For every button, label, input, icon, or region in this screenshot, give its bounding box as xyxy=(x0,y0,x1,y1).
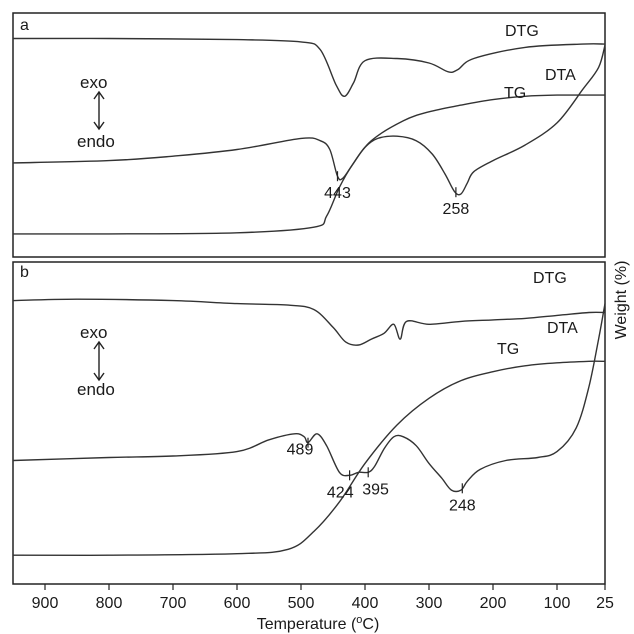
x-axis-title: Temperature (oC) xyxy=(257,614,380,633)
panel-a: a DTG TG DTA exo endo 443 258 xyxy=(12,12,606,258)
panel-a-frame xyxy=(12,12,606,258)
panel-a-curve-dtg xyxy=(12,37,606,97)
x-axis-title-sup: o xyxy=(356,614,362,626)
panel-b-series-label-dtg: DTG xyxy=(533,270,567,287)
panel-a-endo-label: endo xyxy=(77,132,115,151)
x-tick-label-700: 700 xyxy=(160,595,187,612)
x-tick-label-200: 200 xyxy=(480,595,507,612)
panel-b-frame xyxy=(12,261,606,585)
panel-b-peak-label-395: 395 xyxy=(362,481,389,498)
panel-b-curve-tg xyxy=(12,360,606,556)
panel-a-peak-label-443: 443 xyxy=(324,185,351,202)
x-tick-label-400: 400 xyxy=(352,595,379,612)
panel-b: b DTG TG DTA exo endo 489 424 395 248 xyxy=(12,261,606,585)
x-tick-label-25: 25 xyxy=(596,595,614,612)
panel-a-exo-label: exo xyxy=(80,73,107,92)
x-axis-title-main: Temperature ( xyxy=(257,616,357,633)
panel-a-exo-endo-arrow-icon xyxy=(93,90,105,131)
panel-b-peak-label-248: 248 xyxy=(449,497,476,514)
panel-a-peak-label-258: 258 xyxy=(443,201,470,218)
panel-b-series-label-dta: DTA xyxy=(547,320,578,337)
panel-a-curve-tg xyxy=(12,94,606,235)
panel-b-peak-marks: 489 424 395 248 xyxy=(287,437,476,514)
x-tick-label-100: 100 xyxy=(544,595,571,612)
panel-a-label: a xyxy=(20,17,29,34)
x-tick-label-800: 800 xyxy=(96,595,123,612)
panel-b-exo-endo-arrow-icon xyxy=(93,340,105,382)
panel-a-peak-marks: 443 258 xyxy=(324,171,469,218)
panel-b-curve-dtg xyxy=(12,298,606,346)
panel-b-peak-label-489: 489 xyxy=(287,442,314,459)
x-tick-label-300: 300 xyxy=(416,595,443,612)
panel-b-curve-dta xyxy=(12,303,606,493)
panel-b-peak-label-424: 424 xyxy=(327,484,354,501)
x-axis-title-unit: C) xyxy=(362,616,379,633)
panel-a-series-label-dtg: DTG xyxy=(505,23,539,40)
panel-a-series-label-tg: TG xyxy=(504,85,526,102)
panel-b-exo-label: exo xyxy=(80,323,107,342)
x-tick-label-900: 900 xyxy=(32,595,59,612)
x-tick-label-500: 500 xyxy=(288,595,315,612)
panel-b-endo-label: endo xyxy=(77,380,115,399)
panel-b-series-label-tg: TG xyxy=(497,341,519,358)
x-tick-label-600: 600 xyxy=(224,595,251,612)
panel-a-curve-dta xyxy=(12,45,606,196)
x-axis: 900 800 700 600 500 400 300 200 100 25 xyxy=(32,584,614,612)
y-axis-title: Weight (%) xyxy=(613,261,630,340)
panel-a-series-label-dta: DTA xyxy=(545,67,576,84)
panel-b-label: b xyxy=(20,264,29,281)
